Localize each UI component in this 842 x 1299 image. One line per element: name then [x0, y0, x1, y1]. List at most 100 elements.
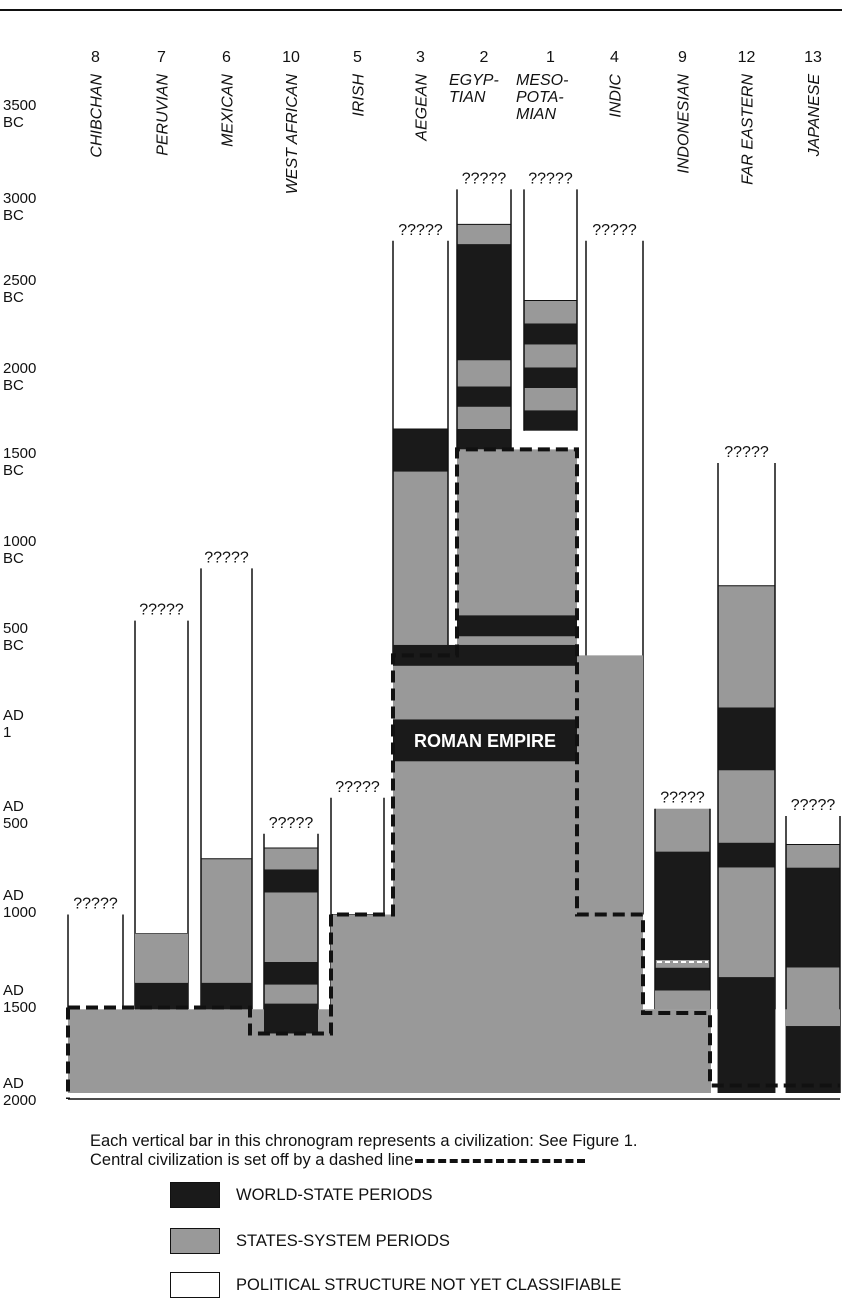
unknown-start-mark: ????? — [335, 779, 380, 796]
axis-label-line1: 500 — [3, 620, 28, 637]
caption-line-2-text: Central civilization is set off by a das… — [90, 1151, 414, 1169]
unknown-start-mark: ????? — [204, 549, 249, 566]
segment-states-system — [718, 770, 775, 843]
civilization-name: AEGEAN — [414, 74, 431, 142]
legend-swatch-world-state — [170, 1182, 220, 1208]
axis-label-line1: 1500 — [3, 445, 36, 462]
segment-world-state — [655, 851, 710, 961]
unknown-start-mark: ????? — [398, 222, 443, 239]
segment-unclassified — [586, 240, 643, 673]
segment-states-system — [457, 360, 511, 387]
axis-label-line2: BC — [3, 550, 24, 567]
civilization-bar: ????? — [654, 790, 711, 1010]
civilization-name: MESO- — [516, 72, 568, 89]
axis-label-line1: AD — [3, 982, 24, 999]
legend-label-world-state: WORLD-STATE PERIODS — [236, 1185, 433, 1204]
segment-states-system — [524, 300, 577, 324]
segment-states-system — [457, 406, 511, 429]
civilization-bar: ????? — [523, 170, 578, 431]
civilization-bar: ????? — [67, 896, 124, 1010]
segment-unclassified — [68, 914, 123, 1010]
segment-unclassified — [264, 833, 318, 849]
civilization-bar: ????? — [456, 170, 512, 450]
segment-world-state — [524, 323, 577, 345]
unknown-start-mark: ????? — [139, 602, 184, 619]
civilization-name: JAPANESE — [806, 74, 823, 158]
axis-label-line2: BC — [3, 207, 24, 224]
segment-unclassified — [393, 240, 448, 429]
segment-world-state — [457, 386, 511, 407]
segment-world-state — [655, 967, 710, 991]
segment-states-system — [786, 844, 840, 868]
civilization-name: IRISH — [351, 74, 368, 117]
roman-empire-band — [393, 719, 577, 762]
segment-states-system — [655, 960, 710, 968]
segment-overlay — [264, 1003, 318, 1034]
unknown-start-mark: ????? — [73, 896, 118, 913]
civilization-name: TIAN — [449, 89, 486, 106]
civilization-name: FAR EASTERN — [740, 74, 757, 185]
legend-states-system: STATES-SYSTEM PERIODS — [170, 1227, 450, 1255]
central-world-state-band — [393, 644, 577, 666]
segment-world-state — [264, 962, 318, 985]
civilization-name: PERUVIAN — [155, 74, 172, 156]
axis-label-line1: AD — [3, 798, 24, 815]
segment-world-state — [718, 707, 775, 771]
segment-unclassified — [331, 797, 384, 915]
chronogram: 3500BC3000BC2500BC2000BC1500BC1000BC500B… — [0, 9, 842, 1109]
segment-world-state — [524, 410, 577, 431]
segment-states-system — [264, 892, 318, 962]
axis-label-line1: 3000 — [3, 190, 36, 207]
segment-overlay — [135, 933, 188, 983]
central-body — [331, 914, 643, 1093]
axis-label-line1: 2500 — [3, 272, 36, 289]
civilization-bar: ????? — [200, 549, 253, 1010]
column-gap — [711, 977, 717, 1093]
civilization-name: MIAN — [516, 106, 556, 123]
axis-label-line2: BC — [3, 637, 24, 654]
civilization-number: 10 — [282, 49, 300, 66]
segment-unclassified — [457, 189, 511, 225]
segment-overlay — [135, 982, 188, 1010]
central-world-state-band — [457, 615, 577, 637]
segment-world-state — [264, 869, 318, 893]
central-dashed-outline — [68, 447, 840, 1088]
central-upper — [393, 655, 643, 915]
segment-states-system — [457, 224, 511, 245]
civilization-headers: 8 CHIBCHAN 7 PERUVIAN 6 MEXICAN 10 WEST AFRICAN… — [89, 49, 824, 194]
civilization-number: 1 — [546, 49, 555, 66]
axis-label-line2: 1 — [3, 724, 11, 741]
column-gap — [776, 977, 785, 1093]
unknown-start-mark: ????? — [462, 170, 507, 187]
segment-world-state — [457, 244, 511, 361]
segment-world-state — [718, 842, 775, 868]
legend-swatch-states-system — [170, 1228, 220, 1254]
caption-line-1: Each vertical bar in this chronogram rep… — [90, 1132, 638, 1150]
axis-label-line1: 2000 — [3, 360, 36, 377]
segment-unclassified — [524, 189, 577, 301]
segment-overlay — [655, 990, 710, 1010]
civilization-number: 7 — [157, 49, 166, 66]
axis-label-line1: 3500 — [3, 97, 36, 114]
segment-states-system — [524, 388, 577, 411]
civilization-number: 12 — [738, 49, 756, 66]
civilization-number: 5 — [353, 49, 362, 66]
unknown-start-mark: ????? — [269, 815, 314, 832]
axis-label-line1: AD — [3, 707, 24, 724]
axis-label-line2: BC — [3, 377, 24, 394]
axis-label-line2: BC — [3, 289, 24, 306]
legend-world-state: WORLD-STATE PERIODS — [170, 1181, 433, 1209]
segment-states-system — [393, 471, 448, 656]
segment-overlay — [201, 982, 252, 1010]
civilization-name: INDONESIAN — [676, 74, 693, 174]
civilization-name: WEST AFRICAN — [284, 74, 301, 195]
unknown-start-mark: ????? — [791, 797, 836, 814]
segment-states-system — [655, 808, 710, 852]
central-civilization: ROMAN EMPIRE — [66, 447, 840, 1100]
axis-label-line1: 1000 — [3, 533, 36, 550]
civilization-number: 13 — [804, 49, 822, 66]
segment-world-state — [457, 429, 511, 450]
civilization-bar: ????? — [263, 815, 319, 1034]
axis-label-line2: BC — [3, 462, 24, 479]
segment-unclassified — [786, 816, 840, 845]
